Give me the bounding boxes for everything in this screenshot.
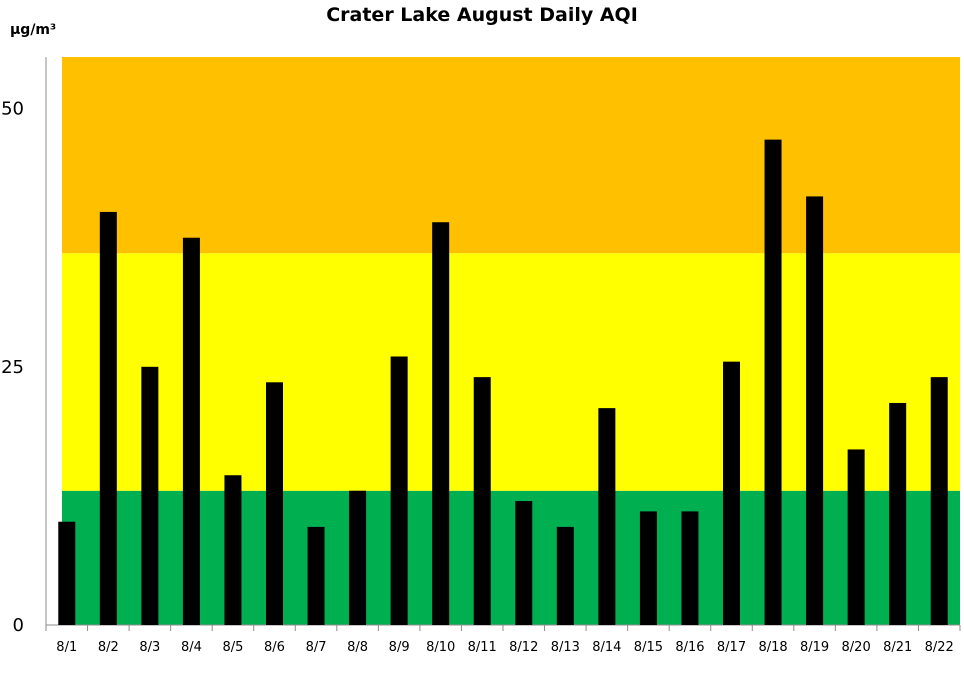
x-tick-label: 8/11 [468,640,497,655]
x-tick-label: 8/14 [592,640,621,655]
x-tick-label: 8/9 [389,640,410,655]
x-tick-label: 8/16 [675,640,704,655]
bar-8/20 [847,449,865,625]
bar-8/5 [224,475,242,625]
x-tick-label: 8/3 [139,640,160,655]
bar-8/16 [681,511,699,625]
x-tick-label: 8/20 [842,640,871,655]
bar-8/9 [390,356,408,625]
bar-8/13 [556,526,574,625]
x-tick-label: 8/18 [758,640,787,655]
bar-8/7 [307,526,325,625]
y-tick-label: 50 [1,99,24,120]
y-tick-labels: 0 25 50 [1,99,24,636]
x-tick-label: 8/8 [347,640,368,655]
x-tick-label: 8/2 [98,640,119,655]
x-tick-label: 8/6 [264,640,285,655]
x-tick-label: 8/17 [717,640,746,655]
bar-8/14 [598,408,616,625]
bar-8/2 [99,211,117,625]
aqi-band-2 [62,57,960,254]
x-tick-label: 8/12 [509,640,538,655]
bar-8/18 [764,139,782,626]
bar-8/1 [58,521,76,625]
x-tick-label: 8/10 [426,640,455,655]
x-tick-label: 8/13 [551,640,580,655]
x-tick-label: 8/15 [634,640,663,655]
y-tick-label: 0 [13,615,24,636]
bars [58,139,948,626]
x-tick-label: 8/7 [306,640,327,655]
bar-8/11 [473,377,491,625]
x-tick-label: 8/4 [181,640,202,655]
bar-8/12 [515,501,533,625]
x-tick-labels: 8/1 8/2 8/3 8/4 8/5 8/6 8/7 8/8 8/9 8/10 8/11 8/12 8… [56,640,954,655]
x-tick-label: 8/21 [883,640,912,655]
bar-8/6 [266,382,283,625]
x-tick-label: 8/1 [56,640,77,655]
x-tick-label: 8/5 [222,640,243,655]
bar-8/19 [806,196,824,625]
bar-8/17 [723,361,740,625]
bar-8/4 [182,237,200,625]
bar-8/15 [639,511,657,625]
y-tick-label: 25 [1,357,24,378]
bar-8/21 [889,402,907,625]
bar-8/10 [432,222,450,625]
bar-8/8 [349,490,367,625]
y-axis-unit-label: µg/m³ [10,22,57,38]
x-tick-label: 8/19 [800,640,829,655]
bar-8/22 [930,377,948,625]
bar-8/3 [141,366,159,625]
chart-title: Crater Lake August Daily AQI [326,4,638,26]
x-tick-label: 8/22 [925,640,954,655]
